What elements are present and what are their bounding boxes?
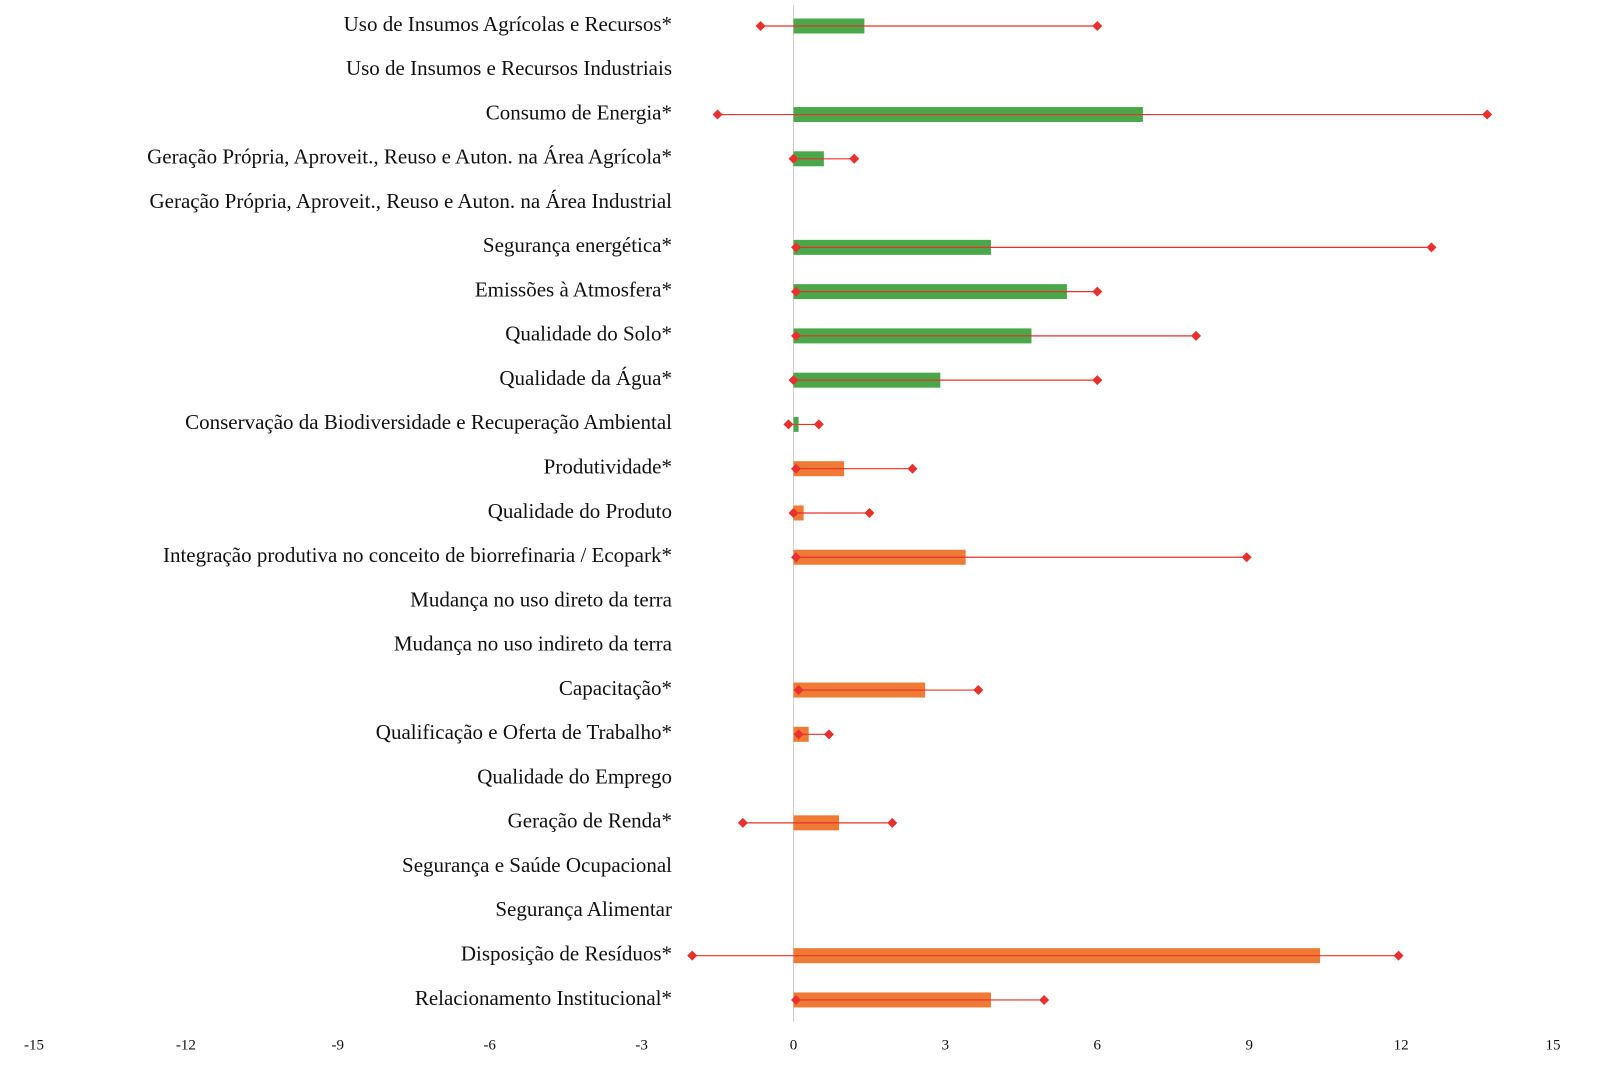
- x-tick-label: -9: [332, 1037, 345, 1053]
- y-tick-label: Mudança no uso direto da terra: [410, 587, 673, 611]
- y-tick-label: Relacionamento Institucional*: [415, 986, 672, 1010]
- range-marker: [1039, 994, 1050, 1005]
- range-marker: [788, 507, 799, 518]
- y-tick-label: Conservação da Biodiversidade e Recupera…: [185, 410, 672, 434]
- range-marker: [788, 153, 799, 164]
- range-marker: [793, 729, 804, 740]
- range-marker: [788, 375, 799, 386]
- range-marker: [1393, 950, 1404, 961]
- range-marker: [1191, 330, 1202, 341]
- x-tick-label: 6: [1094, 1037, 1102, 1053]
- range-marker: [864, 507, 875, 518]
- range-marker: [791, 994, 802, 1005]
- range-marker: [1426, 242, 1437, 253]
- y-tick-label: Qualidade da Água*: [499, 366, 672, 390]
- y-tick-label: Segurança e Saúde Ocupacional: [402, 853, 672, 877]
- x-tick-label: 15: [1546, 1037, 1561, 1053]
- x-tick-label: -6: [483, 1037, 496, 1053]
- y-tick-label: Qualidade do Emprego: [477, 764, 672, 788]
- y-tick-label: Produtividade*: [544, 455, 672, 479]
- y-tick-label: Qualidade do Produto: [488, 499, 672, 523]
- range-marker: [712, 109, 723, 120]
- x-tick-label: 9: [1245, 1037, 1253, 1053]
- y-tick-label: Segurança Alimentar: [495, 897, 672, 921]
- y-tick-label: Mudança no uso indireto da terra: [394, 632, 673, 656]
- y-tick-label: Qualidade do Solo*: [505, 322, 672, 346]
- y-tick-label: Geração de Renda*: [508, 809, 672, 833]
- range-marker: [791, 242, 802, 253]
- y-tick-label: Geração Própria, Aproveit., Reuso e Auto…: [149, 189, 672, 213]
- range-marker: [1092, 286, 1103, 297]
- y-tick-label: Integração produtiva no conceito de bior…: [163, 543, 672, 567]
- range-marker: [823, 729, 834, 740]
- y-tick-label: Emissões à Atmosfera*: [475, 277, 672, 301]
- y-tick-label: Segurança energética*: [483, 233, 672, 257]
- range-marker: [737, 817, 748, 828]
- x-tick-label: 0: [790, 1037, 798, 1053]
- range-marker: [849, 153, 860, 164]
- range-marker: [791, 286, 802, 297]
- range-marker: [1241, 552, 1252, 563]
- y-tick-label: Qualificação e Oferta de Trabalho*: [376, 720, 672, 744]
- x-tick-label: -12: [176, 1037, 196, 1053]
- y-tick-label: Uso de Insumos Agrícolas e Recursos*: [344, 12, 672, 36]
- range-marker: [793, 685, 804, 696]
- y-tick-label: Capacitação*: [559, 676, 672, 700]
- range-marker: [973, 685, 984, 696]
- range-marker: [791, 552, 802, 563]
- y-tick-label: Disposição de Resíduos*: [461, 941, 672, 965]
- range-marker: [907, 463, 918, 474]
- range-marker: [1482, 109, 1493, 120]
- range-marker: [791, 330, 802, 341]
- x-tick-label: 12: [1394, 1037, 1409, 1053]
- x-tick-label: -15: [24, 1037, 44, 1053]
- range-marker: [1092, 375, 1103, 386]
- range-marker: [791, 463, 802, 474]
- range-marker: [887, 817, 898, 828]
- y-tick-label: Geração Própria, Aproveit., Reuso e Auto…: [147, 145, 672, 169]
- range-marker: [783, 419, 794, 430]
- y-tick-label: Consumo de Energia*: [486, 100, 672, 124]
- range-marker: [813, 419, 824, 430]
- x-tick-label: -3: [635, 1037, 648, 1053]
- range-marker: [687, 950, 698, 961]
- range-marker: [1092, 21, 1103, 31]
- range-marker: [755, 21, 766, 31]
- x-tick-label: 3: [942, 1037, 950, 1053]
- y-tick-label: Uso de Insumos e Recursos Industriais: [346, 56, 672, 80]
